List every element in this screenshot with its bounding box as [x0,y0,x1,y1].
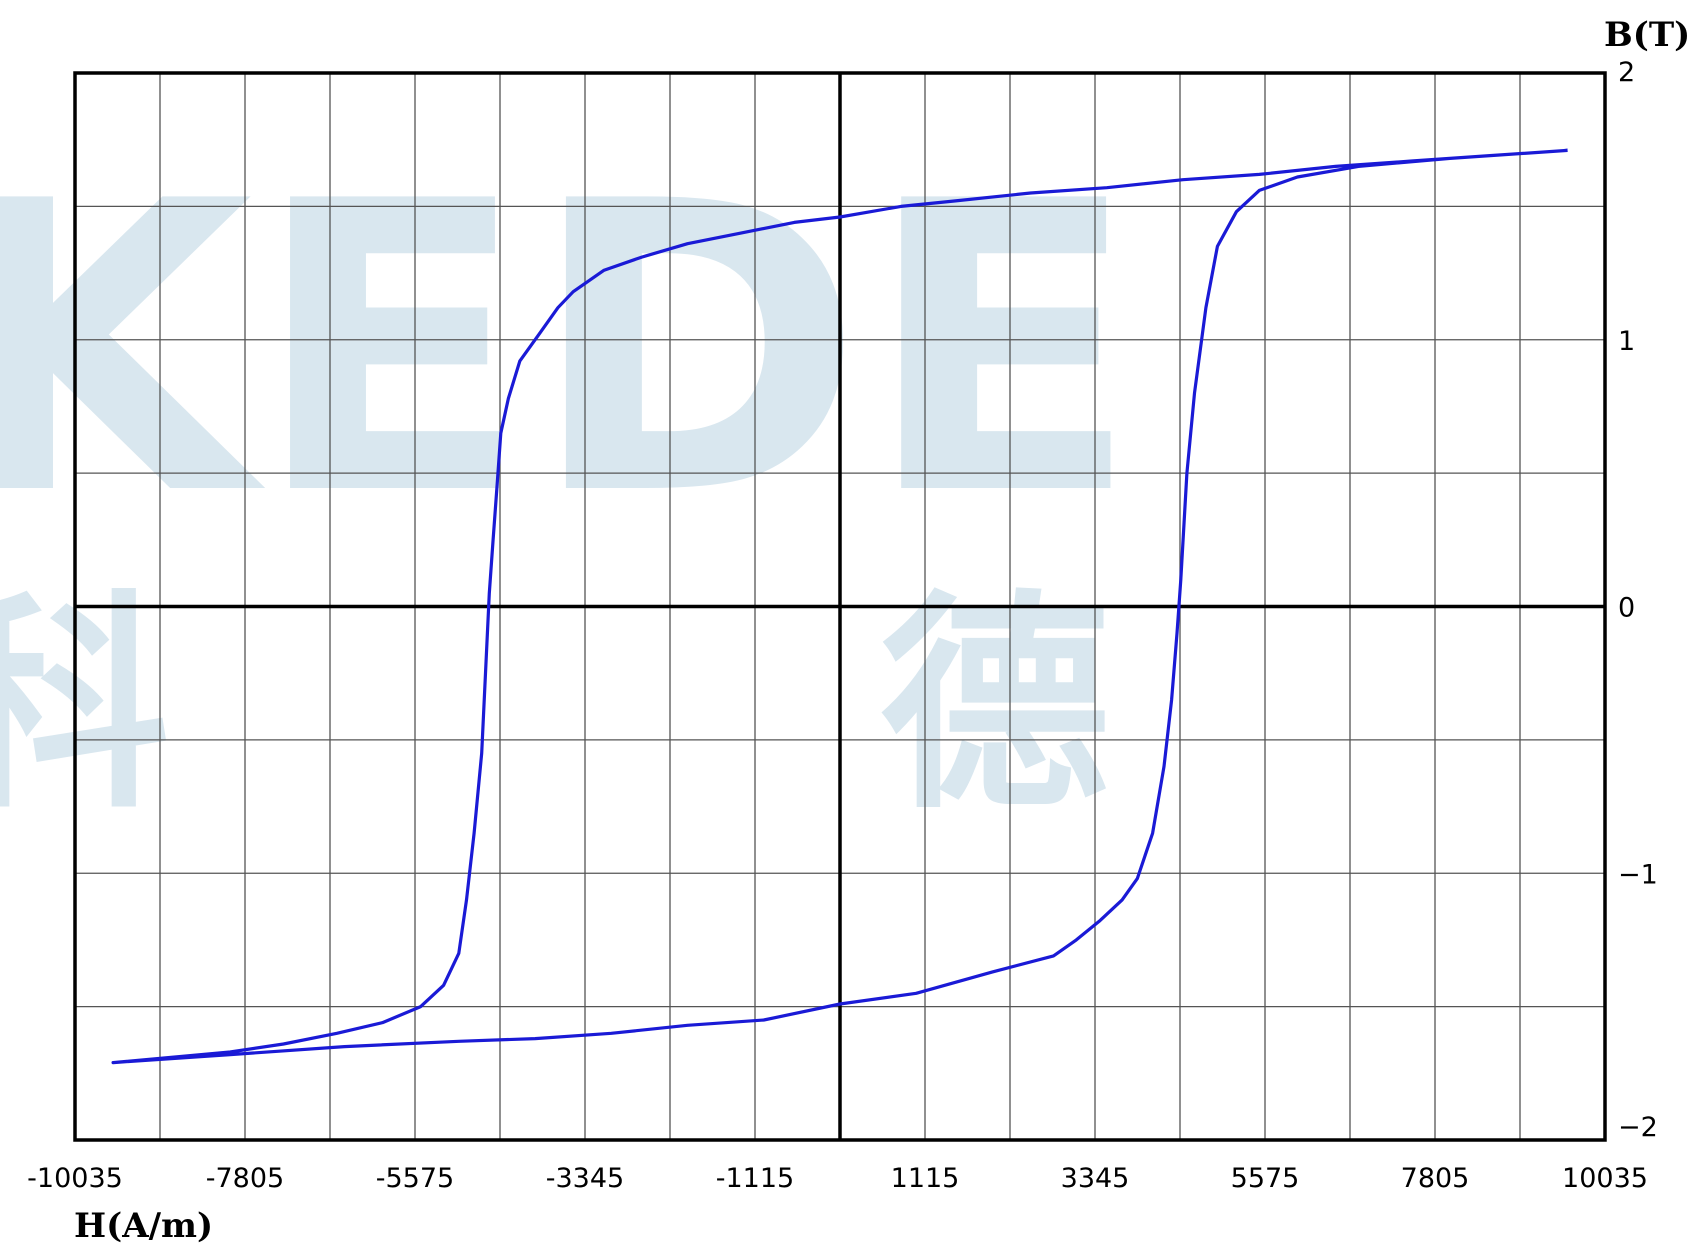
x-tick-label: 1115 [891,1163,960,1194]
watermark: KEDE 科 德 [0,118,1140,840]
x-tick-label: -7805 [206,1163,284,1194]
x-tick-label: -3345 [546,1163,624,1194]
hysteresis-curve [111,148,1568,1065]
x-tick-label: -10035 [27,1163,123,1194]
watermark-cjk-left: 科 [0,573,170,840]
x-tick-label: -1115 [716,1163,794,1194]
x-tick-label: -5575 [376,1163,454,1194]
y-tick-label: 2 [1618,57,1635,88]
y-tick-labels: 2 1 0 −1 −2 [1618,57,1658,1143]
y-tick-label: 1 [1618,326,1635,357]
y-tick-label: −2 [1618,1112,1658,1143]
x-axis-title: H(A/m) [74,1206,213,1246]
x-tick-label: 7805 [1401,1163,1470,1194]
y-tick-label: −1 [1618,859,1658,890]
series-layer [111,148,1568,1065]
x-tick-label: 3345 [1061,1163,1130,1194]
x-tick-labels: -10035 -7805 -5575 -3345 -1115 1115 3345 5575 78… [27,1163,1648,1194]
x-tick-label: 10035 [1562,1163,1648,1194]
x-tick-label: 5575 [1231,1163,1300,1194]
y-tick-label: 0 [1618,593,1635,624]
watermark-cjk-right: 德 [880,573,1110,840]
watermark-latin: KEDE [0,118,1140,583]
axes [73,71,1607,1142]
y-axis-title: B(T) [1604,15,1690,55]
